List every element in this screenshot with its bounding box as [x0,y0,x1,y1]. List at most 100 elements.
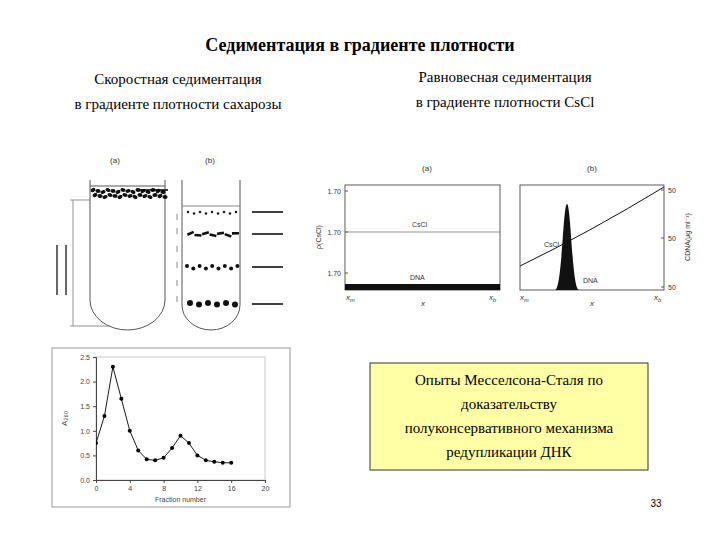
background [0,0,720,540]
curve-label: CsCl [412,221,428,228]
axis-title: x [420,299,426,308]
y-tick: 0.5 [80,452,96,459]
axis-label: 1.70 [327,188,341,195]
particle [223,211,225,213]
cscl-panel-b: (b)505050CDNA(μg ml⁻¹)CsClDNAxmxxb [519,164,692,308]
particle [97,194,103,198]
tick-mark [197,480,198,483]
tick-label: 2.5 [80,354,90,361]
axis-label: 50 [668,284,676,291]
particle [211,211,213,213]
data-point [179,434,183,438]
page-number: 33 [650,498,662,509]
data-point [221,461,225,465]
axis-end-label: xb [653,293,661,303]
note-text: редупликации ДНК [446,444,572,460]
particle [223,264,227,268]
particle [152,193,158,197]
band-marker [252,233,283,235]
tick-label: 1.0 [80,428,90,435]
tube-label: (b) [205,156,215,165]
y-tick: 0.0 [80,477,96,484]
particle [95,189,101,193]
x-tick: 20 [262,480,270,492]
particle [105,187,111,192]
particle [187,211,189,213]
particle [92,192,98,198]
tick-mark [93,431,96,432]
curve-label: CsCl [544,241,560,248]
data-point [195,453,199,457]
particle [232,302,238,308]
tick-mark [93,480,96,481]
tick-label: 20 [262,485,270,492]
panel-frame [345,185,500,290]
particle [107,192,113,197]
band-marker [252,266,283,268]
axis-line [93,358,97,481]
data-point [119,397,123,401]
y-axis-title: A₂₆₀ [60,411,69,426]
tick-label: 0 [95,485,99,492]
data-point [229,461,233,465]
particle [130,189,136,195]
note-box: Опыты Месселсона-Сталя подоказательствуп… [370,363,648,470]
particle [135,188,140,192]
fraction-chart: 0481216200.00.51.01.52.02.5Fraction numb… [52,348,290,507]
plot-marks [96,365,233,465]
data-line [96,367,231,463]
particle [232,232,239,235]
data-point [96,441,98,445]
x-tick: 8 [162,480,166,492]
data-point [128,429,132,433]
particle [120,188,126,193]
y-tick: 1.5 [80,403,96,410]
arrow-tick [177,228,178,234]
axis-label: 1.70 [327,229,341,236]
axis-end-label: xb [488,293,496,303]
band-marker [252,211,283,213]
tick-label: 4 [128,485,132,492]
data-point [111,365,115,369]
data-point [153,458,157,462]
meniscus [90,186,165,187]
heading: Скоростная седиментация [94,71,262,87]
data-point [212,460,216,464]
particle [214,302,220,308]
particle [115,189,121,195]
tick-mark [265,480,266,483]
heading: Равновесная седиментация [418,69,591,85]
particle [217,267,221,271]
tick-label: 0.0 [80,477,90,484]
slide-canvas: Седиментация в градиенте плотностиСкорос… [0,0,720,540]
tube [90,180,165,330]
y-tick: 2.0 [80,378,96,385]
axis-title: CDNA(μg ml⁻¹) [684,213,692,261]
data-point [145,457,149,461]
particle [102,194,108,199]
cscl-panel-a: (a)1.701.701.70ρ(CsCl)CsClDNAxmxxb [315,164,500,308]
axis-line [97,481,266,484]
axis-label: 1.70 [327,270,341,277]
dimension-line [73,200,74,326]
tick-mark [93,357,96,358]
cscl-curve [345,232,500,233]
axis-tick [661,287,664,288]
particle [110,189,115,193]
tick-label: 16 [228,485,236,492]
x-tick: 0 [95,480,99,492]
data-point [162,456,166,460]
particle [224,233,231,238]
dimension-tick [70,326,110,327]
dna-band [345,284,500,290]
axis-tick [345,191,348,192]
particle [223,300,229,306]
axis-tick [345,273,348,274]
force-line [56,245,57,295]
particle [155,188,161,194]
y-axis: 0.0 0.5 1.0 1.5 2.0 2.5 [80,354,96,484]
data-point [102,414,106,418]
axis-label: 50 [668,235,676,242]
axis-tick [661,238,664,239]
particle [193,212,195,214]
